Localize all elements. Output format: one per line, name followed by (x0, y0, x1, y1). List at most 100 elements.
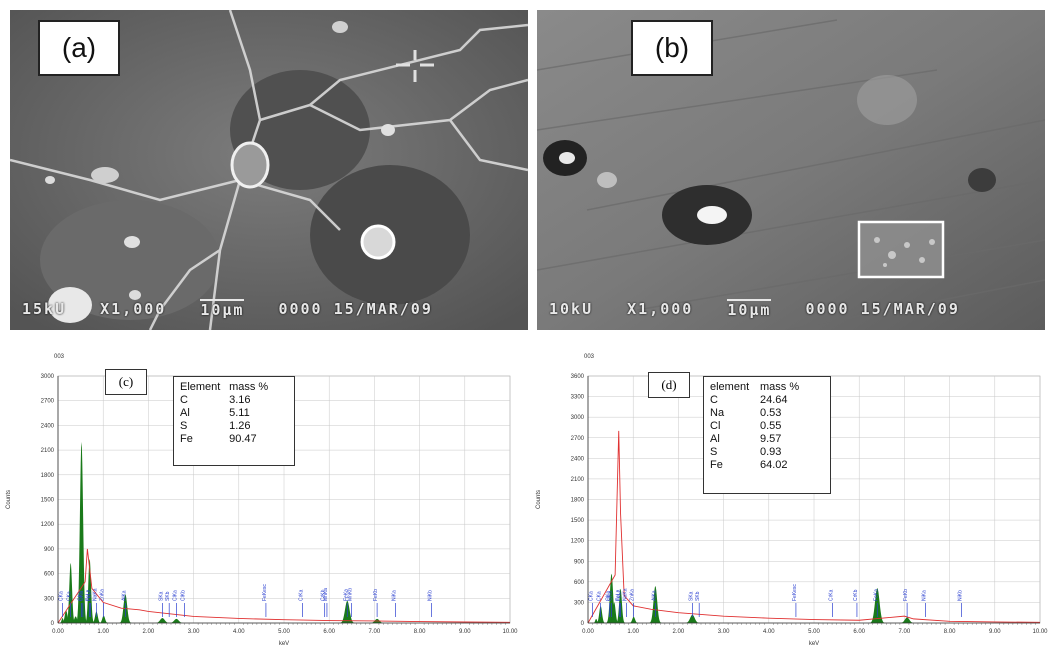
element-line-label: AlKa (121, 590, 127, 601)
x-tick-label: 6.00 (853, 629, 865, 635)
y-tick-label: 0 (51, 621, 55, 627)
table-cell-element: Cl (710, 420, 721, 432)
element-line-label: CKa (597, 591, 603, 601)
table-cell-mass: 3.16 (229, 394, 251, 406)
y-tick-label: 1200 (571, 539, 585, 545)
y-tick-label: 1200 (41, 522, 55, 528)
sem-scalebar-b: 10μm (727, 299, 772, 319)
element-line-label: SKb (695, 591, 701, 601)
element-line-label: CKa (67, 591, 73, 601)
spectrum-peak (153, 618, 172, 623)
x-tick-label: 4.00 (233, 629, 245, 635)
y-tick-label: 900 (574, 559, 585, 565)
y-tick-label: 0 (581, 621, 585, 627)
composition-table-c: Element mass % C 3.16 Al 5.11 S 1.26 Fe 90.4… (173, 376, 295, 466)
panel-label-c: (c) (105, 369, 147, 395)
table-cell-mass: 5.11 (229, 407, 250, 419)
x-tick-label: 7.00 (899, 629, 911, 635)
element-line-label: ClKa (172, 590, 178, 601)
panel-label-d: (d) (648, 372, 690, 398)
x-tick-label: 2.00 (143, 629, 155, 635)
element-line-label: MnKb (347, 588, 353, 601)
element-line-label: SKa (688, 591, 694, 601)
element-line-label: ZnKa (100, 589, 106, 601)
table-cell-element: C (710, 394, 718, 406)
element-line-label: SKb (165, 591, 171, 601)
panel-label-a: (a) (38, 20, 120, 76)
element-line-label: CrKb (853, 589, 859, 601)
y-axis-label: Counts (6, 490, 12, 509)
sem-voltage-b: 10kU (549, 300, 594, 318)
sem-databar-a: 15kU X1,000 10μm 0000 15/MAR/09 (10, 288, 528, 330)
x-tick-label: 6.00 (323, 629, 335, 635)
sem-databar-b: 10kU X1,000 10μm 0000 15/MAR/09 (537, 288, 1045, 330)
table-header-element: element (710, 381, 750, 393)
table-row: C 24.64 (710, 394, 824, 407)
eds-spectrum-c: 003 0 300 600 900 1200 1500 1800 2100 2400 2700 300… (0, 348, 520, 655)
analysis-region-box (857, 220, 945, 279)
x-tick-label: 9.00 (989, 629, 1001, 635)
table-cell-mass: 64.02 (760, 459, 788, 471)
table-row: S 0.93 (710, 446, 824, 459)
x-tick-label: 8.00 (944, 629, 956, 635)
table-row: Al 5.11 (180, 407, 288, 420)
element-line-label: NaKa (622, 588, 628, 601)
y-tick-label: 2100 (41, 448, 55, 454)
spectrum-peak (60, 610, 72, 623)
sem-date-b: 0000 15/MAR/09 (805, 300, 960, 318)
x-tick-label: 3.00 (718, 629, 730, 635)
sem-magnification-b: X1,000 (627, 300, 694, 318)
element-line-label: FeLl (87, 591, 93, 601)
spectrum-line (57, 548, 511, 624)
x-tick-label: 10.00 (502, 629, 518, 635)
spectrum-peak (84, 558, 96, 623)
table-cell-mass: 90.47 (229, 433, 257, 445)
element-line-label: NiKa (392, 590, 398, 601)
composition-table-d: element mass % C 24.64 Na 0.53 Cl 0.55 Al 9.… (703, 376, 831, 494)
element-line-label: FeLa (86, 589, 92, 601)
y-tick-label: 2400 (571, 456, 585, 462)
y-tick-label: 600 (574, 580, 585, 586)
spectrum-peak (75, 441, 88, 623)
table-row: Cl 0.55 (710, 420, 824, 433)
sem-texture-b (537, 10, 1045, 330)
table-row: Na 0.53 (710, 407, 824, 420)
y-tick-label: 1800 (41, 473, 55, 479)
table-cell-element: S (710, 446, 718, 458)
x-tick-label: 4.00 (763, 629, 775, 635)
element-line-label: CKa (59, 591, 65, 601)
table-row: S 1.26 (180, 420, 288, 433)
x-tick-label: 10.00 (1032, 629, 1048, 635)
spectrum-peak (90, 611, 102, 623)
table-cell-element: Fe (180, 433, 193, 445)
sem-image-b: (b) 10kU X1,000 10μm 0000 15/MAR/09 (537, 10, 1045, 330)
sem-texture-a (10, 10, 528, 330)
element-line-label: FeKa (873, 589, 879, 601)
crosshair-icon (396, 50, 434, 82)
y-axis-label: Counts (536, 490, 542, 509)
y-tick-label: 300 (574, 600, 585, 606)
element-line-label: AlKa (651, 590, 657, 601)
table-cell-mass: 1.26 (229, 420, 251, 432)
chart-corner-label: 003 (584, 354, 595, 360)
element-line-label: FeLl (617, 591, 623, 601)
sem-scalebar-a: 10μm (200, 299, 245, 319)
element-line-label: OKa (79, 591, 85, 601)
element-line-label: ClKb (181, 590, 187, 601)
spectrum-peak (628, 616, 640, 623)
element-line-label: FeLa (616, 589, 622, 601)
table-cell-mass: 0.53 (760, 407, 782, 419)
table-header: element mass % (710, 381, 824, 394)
element-line-label: NiKb (427, 590, 433, 601)
table-header-element: Element (180, 381, 221, 393)
x-axis-label: keV (279, 641, 289, 647)
table-cell-element: Fe (710, 459, 723, 471)
spectrum-peak (608, 602, 620, 623)
table-cell-element: Al (180, 407, 190, 419)
y-tick-label: 900 (44, 547, 55, 553)
element-line-label: NaKa (92, 588, 98, 601)
spectrum-peak (70, 616, 82, 623)
eds-spectrum-d: 003 0 300 600 900 1200 1500 1800 2100 2400 2700 300… (530, 348, 1050, 655)
table-header: Element mass % (180, 381, 288, 394)
element-line-label: FeKb (903, 589, 909, 601)
